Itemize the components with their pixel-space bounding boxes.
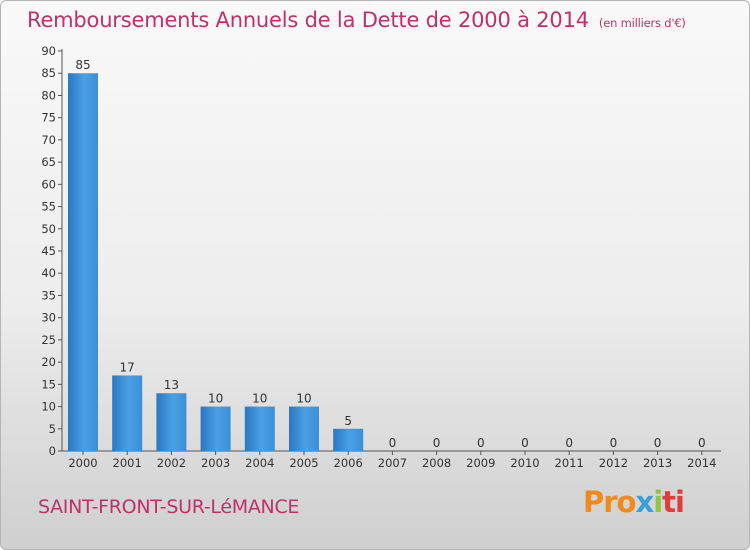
- data-label: 0: [698, 436, 706, 450]
- data-label: 13: [164, 378, 179, 392]
- y-tick-label: 70: [41, 133, 56, 147]
- data-label: 0: [565, 436, 573, 450]
- commune-name: SAINT-FRONT-SUR-LéMANCE: [38, 496, 300, 518]
- y-tick-label: 85: [41, 66, 56, 80]
- data-label: 10: [296, 392, 311, 406]
- x-tick-label: 2000: [68, 456, 97, 470]
- y-tick-label: 40: [41, 266, 56, 280]
- x-tick-label: 2014: [687, 456, 716, 470]
- y-tick-label: 65: [41, 155, 56, 169]
- y-tick-label: 35: [41, 288, 56, 302]
- x-tick-label: 2012: [599, 456, 628, 470]
- y-tick-label: 25: [41, 333, 56, 347]
- logo-part: x: [635, 485, 654, 519]
- x-tick-label: 2013: [643, 456, 672, 470]
- y-tick-label: 80: [41, 88, 56, 102]
- data-label: 0: [521, 436, 529, 450]
- y-tick-label: 20: [41, 355, 56, 369]
- bar: [333, 428, 364, 451]
- chart-title: Remboursements Annuels de la Dette de 20…: [27, 8, 686, 32]
- data-label: 0: [477, 436, 485, 450]
- y-tick-label: 5: [49, 422, 56, 436]
- x-tick-label: 2006: [334, 456, 363, 470]
- x-tick-label: 2004: [245, 456, 274, 470]
- bar: [112, 375, 143, 451]
- x-tick-label: 2010: [510, 456, 539, 470]
- y-tick-label: 45: [41, 244, 56, 258]
- y-tick-label: 50: [41, 222, 56, 236]
- y-tick-label: 90: [41, 44, 56, 58]
- x-tick-label: 2002: [157, 456, 186, 470]
- y-tick-label: 30: [41, 311, 56, 325]
- data-label: 85: [75, 58, 90, 72]
- y-tick-label: 60: [41, 177, 56, 191]
- data-label: 0: [389, 436, 397, 450]
- y-tick-label: 75: [41, 111, 56, 125]
- x-tick-label: 2008: [422, 456, 451, 470]
- bar: [289, 406, 319, 451]
- data-label: 17: [120, 360, 135, 374]
- y-tick-label: 10: [41, 400, 56, 414]
- data-label: 0: [433, 436, 441, 450]
- bar: [200, 406, 231, 451]
- data-label: 10: [208, 392, 223, 406]
- x-tick-label: 2005: [289, 456, 318, 470]
- bar: [244, 406, 275, 451]
- y-tick-label: 0: [49, 444, 56, 458]
- proxiti-logo: Proxiti: [583, 485, 685, 519]
- y-tick-label: 15: [41, 377, 56, 391]
- bar: [68, 73, 98, 451]
- axes: 0510152025303540455055606570758085902000…: [41, 44, 721, 470]
- data-label: 10: [252, 392, 267, 406]
- x-tick-label: 2003: [201, 456, 230, 470]
- x-tick-label: 2009: [466, 456, 495, 470]
- title-text: Remboursements Annuels de la Dette de 20…: [27, 8, 589, 32]
- logo-part: i: [653, 485, 663, 519]
- y-tick-label: 55: [41, 200, 56, 214]
- data-label: 5: [344, 414, 352, 428]
- x-tick-label: 2011: [555, 456, 584, 470]
- x-tick-label: 2001: [113, 456, 142, 470]
- bars: 85 17 13 10 10 10 5 0 0 0 0 0 0 0 0: [68, 58, 706, 451]
- logo-part: Pro: [583, 485, 636, 519]
- logo-part: ti: [662, 485, 685, 519]
- data-label: 0: [654, 436, 662, 450]
- x-tick-label: 2007: [378, 456, 407, 470]
- title-unit: (en milliers d'€): [598, 16, 686, 30]
- data-label: 0: [610, 436, 618, 450]
- bar: [156, 393, 187, 451]
